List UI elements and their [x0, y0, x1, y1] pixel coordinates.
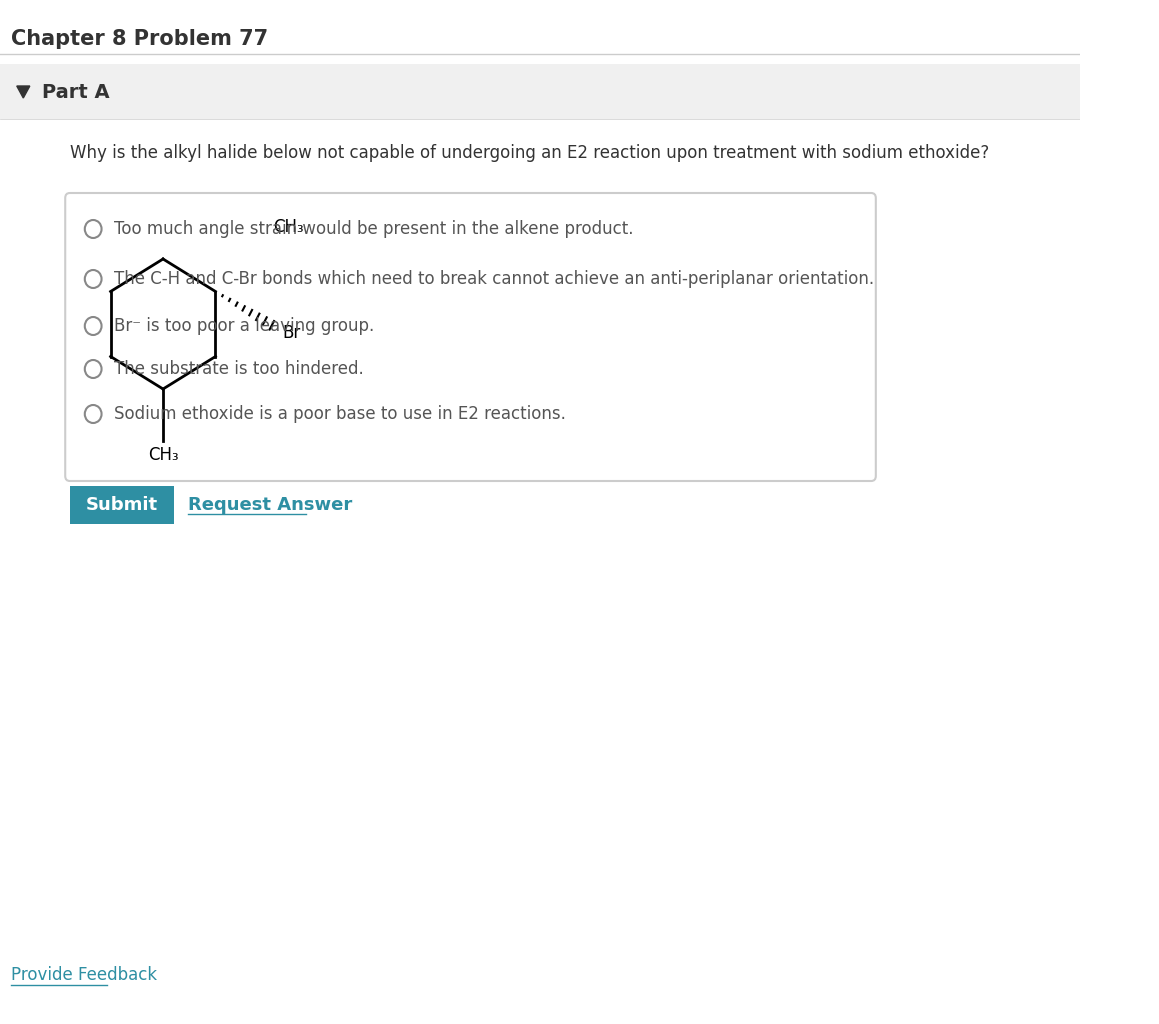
Text: Chapter 8 Problem 77: Chapter 8 Problem 77	[12, 29, 268, 49]
FancyBboxPatch shape	[0, 63, 1080, 119]
FancyBboxPatch shape	[65, 193, 876, 481]
Text: Provide Feedback: Provide Feedback	[12, 966, 158, 984]
Text: The substrate is too hindered.: The substrate is too hindered.	[114, 360, 364, 378]
Text: Sodium ethoxide is a poor base to use in E2 reactions.: Sodium ethoxide is a poor base to use in…	[114, 406, 566, 423]
Text: Br: Br	[283, 325, 301, 342]
Text: Too much angle strain would be present in the alkene product.: Too much angle strain would be present i…	[114, 220, 633, 238]
Text: Why is the alkyl halide below not capable of undergoing an E2 reaction upon trea: Why is the alkyl halide below not capabl…	[70, 144, 989, 162]
Polygon shape	[16, 86, 30, 98]
Text: CH₃: CH₃	[274, 217, 304, 236]
Text: Submit: Submit	[86, 496, 158, 514]
Polygon shape	[216, 234, 274, 292]
Text: CH₃: CH₃	[147, 446, 178, 464]
FancyBboxPatch shape	[70, 486, 174, 524]
Text: The C-H and C-Br bonds which need to break cannot achieve an anti-periplanar ori: The C-H and C-Br bonds which need to bre…	[114, 270, 874, 288]
Text: Part A: Part A	[42, 83, 110, 101]
Text: Br⁻ is too poor a leaving group.: Br⁻ is too poor a leaving group.	[114, 317, 374, 335]
Text: Request Answer: Request Answer	[188, 496, 352, 514]
